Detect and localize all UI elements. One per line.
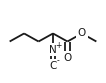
Text: -: - — [57, 57, 60, 66]
Text: C: C — [49, 61, 57, 71]
Text: O: O — [78, 28, 86, 39]
Text: O: O — [63, 53, 72, 63]
Text: N: N — [49, 44, 57, 55]
Text: +: + — [55, 41, 61, 50]
